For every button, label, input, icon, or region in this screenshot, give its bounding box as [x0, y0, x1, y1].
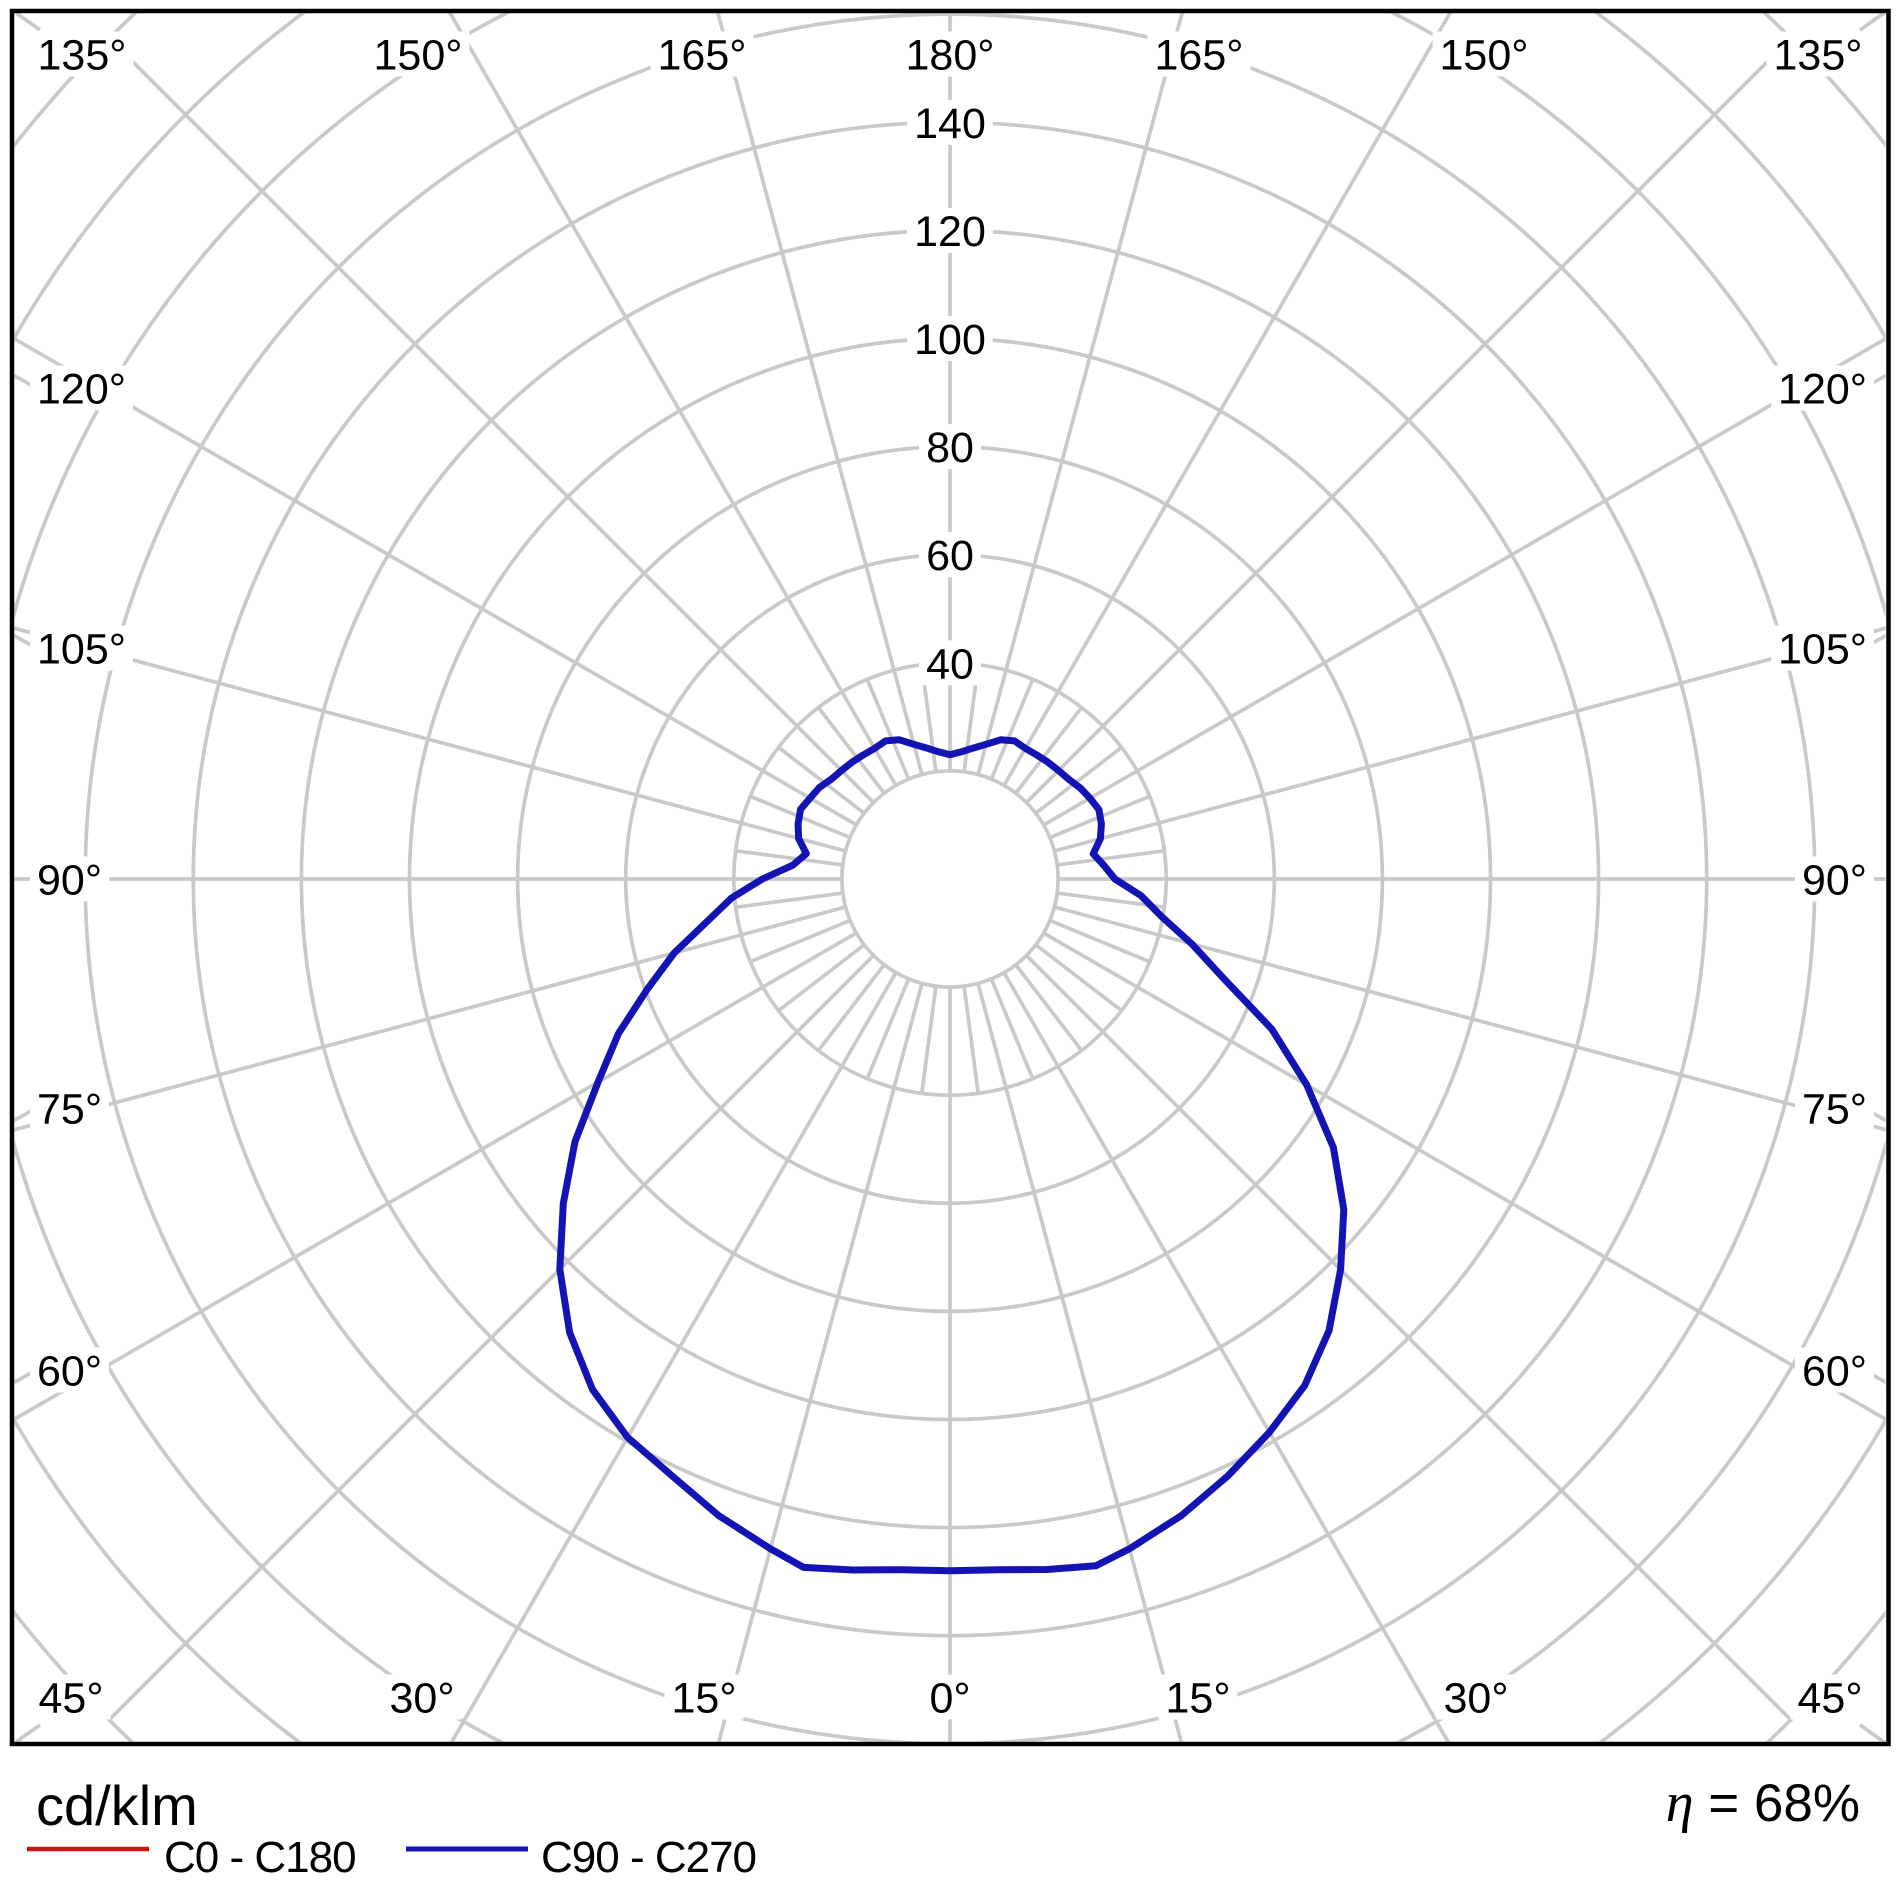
svg-text:C90 - C270: C90 - C270: [541, 1833, 756, 1882]
svg-text:60°: 60°: [37, 1348, 102, 1396]
svg-text:120°: 120°: [37, 366, 126, 414]
svg-text:180°: 180°: [906, 32, 995, 80]
svg-text:90°: 90°: [1802, 857, 1867, 905]
svg-text:30°: 30°: [389, 1675, 454, 1723]
svg-text:105°: 105°: [37, 626, 126, 674]
svg-text:15°: 15°: [1165, 1675, 1230, 1723]
svg-text:105°: 105°: [1778, 626, 1867, 674]
svg-text:120: 120: [914, 208, 986, 256]
svg-text:60: 60: [926, 532, 974, 580]
svg-text:45°: 45°: [1797, 1675, 1862, 1723]
svg-text:30°: 30°: [1443, 1675, 1508, 1723]
svg-text:η = 68%: η = 68%: [1666, 1772, 1860, 1834]
svg-text:165°: 165°: [658, 32, 747, 80]
svg-text:150°: 150°: [1440, 32, 1529, 80]
svg-text:cd/klm: cd/klm: [36, 1774, 198, 1837]
svg-text:75°: 75°: [37, 1086, 102, 1134]
svg-text:45°: 45°: [38, 1675, 103, 1723]
svg-text:80: 80: [926, 424, 974, 472]
svg-text:75°: 75°: [1802, 1086, 1867, 1134]
svg-text:140: 140: [914, 100, 986, 148]
svg-text:0°: 0°: [929, 1675, 970, 1723]
svg-text:135°: 135°: [1774, 32, 1863, 80]
svg-text:15°: 15°: [671, 1675, 736, 1723]
svg-text:40: 40: [926, 640, 974, 688]
svg-text:100: 100: [914, 316, 986, 364]
svg-text:C0 - C180: C0 - C180: [164, 1833, 356, 1882]
svg-text:90°: 90°: [37, 857, 102, 905]
svg-text:120°: 120°: [1778, 366, 1867, 414]
svg-text:150°: 150°: [374, 32, 463, 80]
svg-text:60°: 60°: [1802, 1348, 1867, 1396]
svg-text:135°: 135°: [38, 32, 127, 80]
svg-text:165°: 165°: [1155, 32, 1244, 80]
